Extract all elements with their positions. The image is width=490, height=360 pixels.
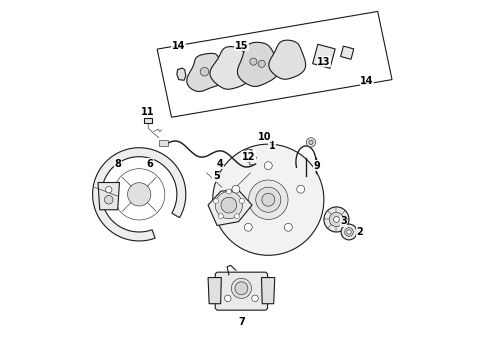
- Text: 2: 2: [356, 227, 363, 237]
- Circle shape: [234, 213, 240, 219]
- Text: 14: 14: [172, 41, 185, 50]
- Text: 11: 11: [142, 107, 155, 117]
- Circle shape: [231, 278, 251, 298]
- Circle shape: [329, 212, 343, 226]
- Circle shape: [226, 189, 231, 194]
- Circle shape: [258, 60, 265, 67]
- Circle shape: [252, 295, 258, 302]
- Circle shape: [250, 58, 257, 65]
- Circle shape: [341, 224, 357, 240]
- Polygon shape: [93, 148, 186, 241]
- Circle shape: [232, 185, 240, 193]
- Polygon shape: [144, 118, 152, 123]
- Circle shape: [224, 295, 231, 302]
- Circle shape: [200, 67, 209, 76]
- FancyBboxPatch shape: [215, 272, 268, 310]
- Circle shape: [262, 193, 275, 206]
- Circle shape: [105, 186, 112, 193]
- Circle shape: [256, 187, 281, 212]
- Polygon shape: [98, 183, 120, 210]
- Polygon shape: [262, 278, 275, 304]
- FancyBboxPatch shape: [159, 140, 168, 146]
- Circle shape: [306, 138, 316, 147]
- Text: 10: 10: [258, 132, 271, 142]
- Polygon shape: [208, 189, 252, 225]
- Circle shape: [245, 223, 252, 231]
- Text: 6: 6: [147, 159, 153, 169]
- Circle shape: [127, 183, 151, 206]
- Polygon shape: [269, 40, 306, 79]
- Polygon shape: [208, 278, 221, 304]
- Text: 12: 12: [242, 152, 255, 162]
- Polygon shape: [157, 12, 392, 117]
- Text: 3: 3: [340, 216, 347, 226]
- Circle shape: [104, 195, 113, 204]
- Circle shape: [347, 230, 351, 234]
- Circle shape: [213, 144, 324, 255]
- Circle shape: [344, 228, 353, 236]
- Circle shape: [248, 180, 288, 220]
- Polygon shape: [210, 46, 250, 89]
- Circle shape: [324, 207, 349, 232]
- Circle shape: [334, 217, 339, 222]
- Circle shape: [284, 223, 292, 231]
- Text: 13: 13: [317, 57, 331, 67]
- Circle shape: [213, 198, 219, 203]
- Circle shape: [309, 140, 313, 144]
- Polygon shape: [341, 46, 354, 59]
- Text: 4: 4: [217, 159, 223, 169]
- Text: 14: 14: [360, 76, 374, 86]
- Text: 15: 15: [235, 41, 248, 50]
- Polygon shape: [177, 68, 186, 80]
- Circle shape: [235, 282, 248, 295]
- Text: 9: 9: [313, 161, 320, 171]
- Text: 1: 1: [269, 141, 275, 151]
- Circle shape: [239, 198, 245, 203]
- Polygon shape: [187, 53, 225, 91]
- Text: 7: 7: [238, 317, 245, 327]
- Circle shape: [215, 192, 243, 219]
- Polygon shape: [313, 44, 335, 68]
- Circle shape: [297, 185, 305, 193]
- Text: 8: 8: [114, 159, 121, 169]
- Circle shape: [219, 213, 223, 219]
- Circle shape: [265, 162, 272, 170]
- Polygon shape: [237, 42, 279, 86]
- Text: 5: 5: [213, 171, 220, 181]
- Circle shape: [221, 197, 237, 213]
